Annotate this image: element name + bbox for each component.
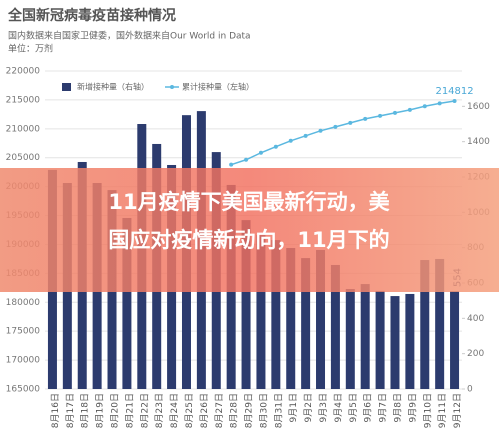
unit: 单位：万剂 xyxy=(8,43,53,55)
x-tick-label: 8月22日 xyxy=(139,393,150,428)
y-tick-label: 180000 xyxy=(6,298,41,308)
x-tick-label: 8月27日 xyxy=(214,393,225,428)
y-tick-label: 215000 xyxy=(6,95,41,105)
y-tick-label: 165000 xyxy=(6,385,41,395)
x-tick-label: 9月10日 xyxy=(422,393,433,428)
x-tick-label: 9月5日 xyxy=(348,393,359,422)
line xyxy=(230,100,455,166)
x-tick-label: 9月12日 xyxy=(452,393,463,428)
x-tick-label: 9月9日 xyxy=(407,393,418,422)
point xyxy=(392,110,397,115)
x-tick-label: 9月4日 xyxy=(333,393,344,422)
bar xyxy=(375,290,385,389)
bar xyxy=(330,264,340,389)
point xyxy=(437,101,442,106)
x-tick-label: 9月8日 xyxy=(392,393,403,422)
y-tick-label: 210000 xyxy=(6,124,41,134)
point xyxy=(363,116,368,121)
bar xyxy=(122,217,132,389)
x-tick-label: 8月26日 xyxy=(199,393,210,428)
x-tick-label: 9月2日 xyxy=(303,393,314,422)
x-tick-label: 9月7日 xyxy=(378,393,389,422)
y2-tick-label: 400 xyxy=(467,314,484,324)
bar xyxy=(316,249,326,389)
y2-tick-label: 1400 xyxy=(467,137,490,147)
point xyxy=(273,144,278,149)
bar xyxy=(360,284,370,389)
bar xyxy=(450,291,460,389)
bar xyxy=(271,240,281,389)
y2-tick-label: 0 xyxy=(467,385,473,395)
x-tick-label: 8月31日 xyxy=(273,393,284,428)
x-tick-label: 8月17日 xyxy=(65,393,76,428)
x-tick-label: 8月28日 xyxy=(229,393,240,428)
y-tick-label: 220000 xyxy=(6,67,41,77)
bar xyxy=(435,258,445,389)
x-tick-label: 8月18日 xyxy=(80,393,91,428)
banner-text: 国应对疫情新动向，11月下的 xyxy=(108,228,389,252)
x-tick-label: 8月23日 xyxy=(154,393,165,428)
point xyxy=(378,113,383,118)
banner xyxy=(0,168,499,292)
bar xyxy=(286,248,296,389)
point xyxy=(348,120,353,125)
x-tick-label: 8月25日 xyxy=(184,393,195,428)
legend-label: 累计接种量（左轴） xyxy=(182,82,254,92)
x-tick-label: 9月3日 xyxy=(318,393,329,422)
bar xyxy=(301,258,311,389)
x-tick-label: 8月20日 xyxy=(110,393,121,428)
bar xyxy=(241,220,251,389)
y-tick-label: 175000 xyxy=(6,327,41,337)
legend-label: 新增接种量（右轴） xyxy=(77,82,149,92)
x-tick-label: 8月29日 xyxy=(244,393,255,428)
legend-swatch xyxy=(62,83,71,91)
point xyxy=(407,107,412,112)
bar xyxy=(345,289,355,389)
y2-tick-label: 1600 xyxy=(467,102,490,112)
x-tick-label: 9月11日 xyxy=(437,393,448,428)
banner-text: 11月疫情下美国最新行动，美 xyxy=(108,190,389,214)
bar xyxy=(420,260,430,389)
x-tick-label: 8月16日 xyxy=(50,393,61,428)
legend-swatch xyxy=(170,85,174,89)
x-tick-label: 8月24日 xyxy=(169,393,180,428)
x-tick-label: 8月21日 xyxy=(124,393,135,428)
x-tick-label: 9月1日 xyxy=(288,393,299,422)
bar xyxy=(256,235,266,389)
bar xyxy=(390,296,400,389)
x-tick-label: 8月19日 xyxy=(95,393,106,428)
subtitle: 国内数据来自国家卫健委，国外数据来自Our World in Data xyxy=(8,30,251,42)
x-tick-label: 8月30日 xyxy=(258,393,269,428)
point xyxy=(258,150,263,155)
point xyxy=(229,162,234,167)
point xyxy=(318,128,323,133)
bar xyxy=(405,293,415,389)
chart-title: 全国新冠病毒疫苗接种情况 xyxy=(7,7,176,24)
x-tick-label: 9月6日 xyxy=(363,393,374,422)
y-tick-label: 170000 xyxy=(6,356,41,366)
point xyxy=(422,104,427,109)
point xyxy=(452,98,457,103)
data-label: 214812 xyxy=(435,86,473,97)
y2-tick-label: 200 xyxy=(467,349,484,359)
point xyxy=(244,157,249,162)
y-tick-label: 205000 xyxy=(6,153,41,163)
point xyxy=(303,133,308,138)
point xyxy=(333,124,338,129)
point xyxy=(288,138,293,143)
